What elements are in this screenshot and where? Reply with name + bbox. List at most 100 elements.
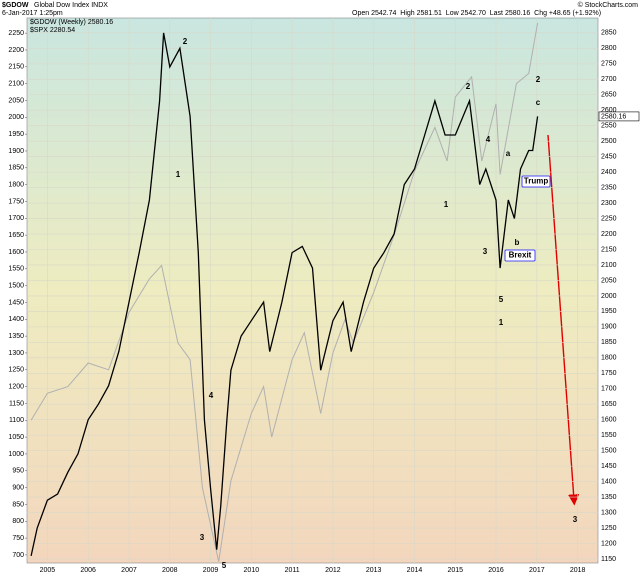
y-tick-label: 900 (12, 484, 24, 491)
series-line (30, 22, 539, 562)
x-tick-label: 2010 (244, 567, 260, 574)
y-tick-label: 1000 (8, 451, 24, 458)
y-tick-label: 1550 (8, 266, 24, 273)
y-tick-label: 850 (12, 501, 24, 508)
y2-tick-label: 1600 (601, 417, 617, 424)
y-tick-label: 1900 (8, 148, 24, 155)
wave-label: 2 (183, 37, 188, 46)
wave-label: 1 (176, 170, 181, 179)
x-tick-label: 2005 (40, 567, 56, 574)
x-tick-label: 2018 (570, 567, 586, 574)
y2-tick-label: 1250 (601, 525, 617, 532)
wave-label: 4 (486, 135, 491, 144)
wave-label: b (515, 238, 520, 247)
y2-tick-label: 1400 (601, 478, 617, 485)
y-tick-label: 1050 (8, 434, 24, 441)
y2-tick-label: 1300 (601, 509, 617, 516)
y2-tick-label: 2300 (601, 200, 617, 207)
wave-label: 5 (499, 295, 504, 304)
y-tick-label: 1400 (8, 316, 24, 323)
y2-tick-label: 1500 (601, 448, 617, 455)
wave-label: 4 (209, 391, 214, 400)
y2-tick-label: 1450 (601, 463, 617, 470)
series-line (30, 32, 539, 557)
y-tick-label: 1650 (8, 232, 24, 239)
last-value-tag (598, 111, 640, 122)
y2-tick-label: 2400 (601, 169, 617, 176)
wave-label: 2 (466, 82, 471, 91)
y2-tick-label: 2150 (601, 246, 617, 253)
y-tick-label: 2150 (8, 64, 24, 71)
y2-tick-label: 2550 (601, 123, 617, 130)
y-tick-label: 1300 (8, 350, 24, 357)
y2-tick-label: 2500 (601, 138, 617, 145)
y2-tick-label: 2600 (601, 107, 617, 114)
y-tick-label: 2000 (8, 114, 24, 121)
y-tick-label: 800 (12, 518, 24, 525)
x-tick-label: 2011 (285, 567, 300, 574)
x-tick-label: 2006 (80, 567, 96, 574)
grid (27, 18, 598, 563)
wave-label: a (506, 149, 511, 158)
wave-label: 1 (444, 200, 449, 209)
y-tick-label: 1100 (9, 417, 24, 424)
y-tick-label: 1250 (8, 367, 24, 374)
y2-tick-label: 2100 (601, 262, 617, 269)
last-value-label: 2580.16 (601, 113, 626, 120)
y-tick-label: 1350 (8, 333, 24, 340)
y2-tick-label: 2000 (601, 293, 617, 300)
y-tick-label: 2250 (8, 30, 24, 37)
y-tick-label: 950 (12, 468, 24, 475)
y-tick-label: 700 (12, 552, 24, 559)
y-tick-label: 1750 (8, 198, 24, 205)
callout-label: Brexit (509, 251, 532, 260)
y-tick-label: 1500 (8, 282, 24, 289)
callout-label: Trump (524, 177, 549, 186)
y-tick-label: 1600 (8, 249, 24, 256)
y2-tick-label: 1350 (601, 494, 617, 501)
y2-tick-label: 2050 (601, 277, 617, 284)
legend-entry: $SPX 2280.54 (30, 27, 75, 34)
y2-tick-label: 2250 (601, 215, 617, 222)
y2-tick-label: 1750 (601, 370, 617, 377)
y2-tick-label: 2750 (601, 61, 617, 68)
x-tick-label: 2015 (447, 567, 463, 574)
forecast-arrow (547, 134, 580, 506)
y2-tick-label: 1900 (601, 324, 617, 331)
y-tick-label: 2050 (8, 97, 24, 104)
chart-subtitle: Global Dow Index INDX (34, 2, 108, 9)
y2-tick-label: 1800 (601, 355, 617, 362)
x-tick-label: 2017 (529, 567, 545, 574)
wave-label: c (536, 98, 541, 107)
x-tick-label: 2013 (366, 567, 382, 574)
x-tick-label: 2007 (121, 567, 137, 574)
wave-label: 1 (499, 318, 504, 327)
y-tick-label: 750 (12, 535, 24, 542)
y2-tick-label: 2800 (601, 45, 617, 52)
y2-tick-label: 2450 (601, 153, 617, 160)
y-tick-label: 1450 (8, 299, 24, 306)
y-tick-label: 2100 (8, 80, 24, 87)
legend-entry: $GDOW (Weekly) 2580.16 (30, 19, 113, 26)
y2-tick-label: 1950 (601, 308, 617, 315)
y-tick-label: 2200 (8, 47, 24, 54)
y2-tick-label: 1850 (601, 339, 617, 346)
x-tick-label: 2016 (488, 567, 504, 574)
callout-box (504, 249, 536, 262)
x-tick-label: 2014 (407, 567, 423, 574)
x-tick-label: 2008 (162, 567, 178, 574)
chart-title: $GDOW (2, 2, 29, 9)
y2-tick-label: 1700 (601, 386, 617, 393)
y-tick-label: 1850 (8, 165, 24, 172)
y-tick-label: 1200 (8, 383, 24, 390)
x-tick-label: 2012 (325, 567, 341, 574)
y-tick-label: 1800 (8, 181, 24, 188)
plot-area (26, 17, 599, 564)
y2-tick-label: 2700 (601, 76, 617, 83)
wave-label: 3 (483, 247, 488, 256)
y2-tick-label: 2200 (601, 231, 617, 238)
x-tick-label: 2009 (203, 567, 219, 574)
wave-label: 3 (573, 515, 578, 524)
y-tick-label: 1150 (9, 400, 24, 407)
